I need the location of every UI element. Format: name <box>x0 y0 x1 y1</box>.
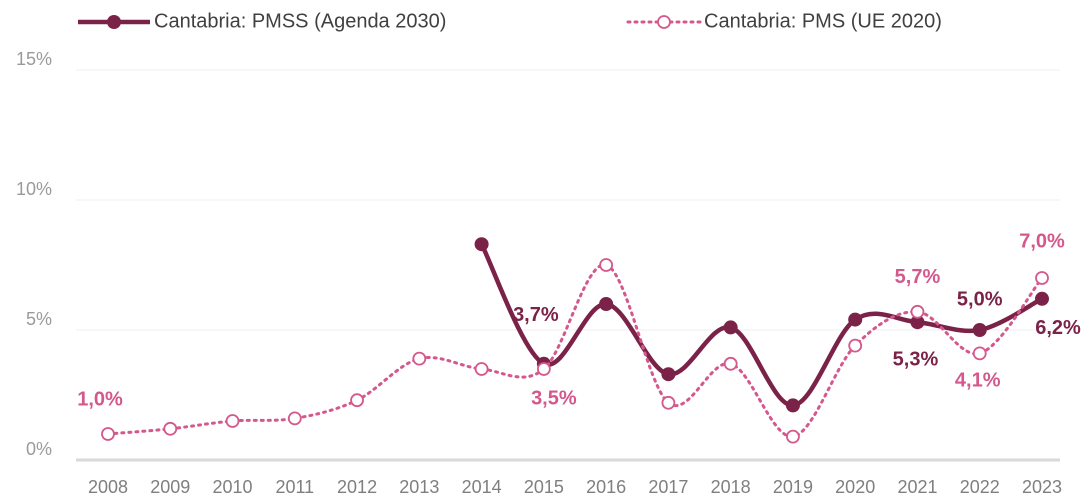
x-tick-label: 2010 <box>213 477 253 497</box>
point-marker <box>910 315 925 330</box>
series-line <box>479 243 1044 408</box>
y-tick-label: 10% <box>16 179 52 199</box>
x-tick-label: 2009 <box>150 477 190 497</box>
x-tick-label: 2014 <box>462 477 502 497</box>
legend-label: Cantabria: PMSS (Agenda 2030) <box>154 10 446 32</box>
data-label: 5,0% <box>957 288 1003 310</box>
legend-marker <box>107 15 121 29</box>
point-marker <box>661 395 676 410</box>
point-marker <box>661 367 676 382</box>
point-marker <box>599 297 614 311</box>
data-label: 5,7% <box>895 266 941 288</box>
point-marker <box>723 356 738 371</box>
point-marker <box>474 362 489 376</box>
x-tick-label: 2016 <box>586 477 626 497</box>
point-marker <box>786 429 800 444</box>
x-tick-label: 2022 <box>960 477 1000 497</box>
point-marker <box>101 427 115 441</box>
point-marker <box>1035 291 1049 306</box>
point-marker <box>163 421 178 436</box>
data-label: 4,1% <box>955 370 1001 392</box>
x-tick-label: 2013 <box>399 477 439 497</box>
x-tick-label: 2017 <box>648 477 688 497</box>
data-label: 3,7% <box>513 304 559 326</box>
point-marker <box>412 351 427 366</box>
legend-label: Cantabria: PMS (UE 2020) <box>704 10 942 32</box>
x-tick-label: 2021 <box>897 477 937 497</box>
point-marker <box>350 393 364 408</box>
point-marker <box>1035 271 1049 285</box>
point-marker <box>536 362 551 376</box>
point-marker <box>785 398 800 413</box>
point-marker <box>225 414 240 428</box>
point-marker <box>723 320 738 335</box>
y-tick-label: 5% <box>26 309 52 329</box>
x-tick-label: 2012 <box>337 477 377 497</box>
x-tick-label: 2015 <box>524 477 564 497</box>
point-marker <box>910 304 925 319</box>
point-marker <box>848 312 863 327</box>
x-tick-label: 2019 <box>773 477 813 497</box>
y-tick-label: 15% <box>16 49 52 69</box>
point-marker <box>287 411 302 426</box>
data-label: 7,0% <box>1019 230 1065 252</box>
point-marker <box>474 237 489 252</box>
y-tick-label: 0% <box>26 439 52 459</box>
data-label: 6,2% <box>1035 317 1081 339</box>
point-marker <box>972 346 987 361</box>
x-tick-label: 2020 <box>835 477 875 497</box>
point-marker <box>972 323 987 337</box>
data-label: 3,5% <box>531 387 577 409</box>
data-label: 1,0% <box>77 388 123 410</box>
x-tick-label: 2023 <box>1022 477 1062 497</box>
point-marker <box>848 338 863 353</box>
legend-marker <box>657 15 671 29</box>
x-tick-label: 2018 <box>711 477 751 497</box>
x-tick-label: 2008 <box>88 477 128 497</box>
data-label: 5,3% <box>893 348 939 370</box>
point-marker <box>599 258 614 272</box>
x-tick-label: 2011 <box>275 477 314 497</box>
